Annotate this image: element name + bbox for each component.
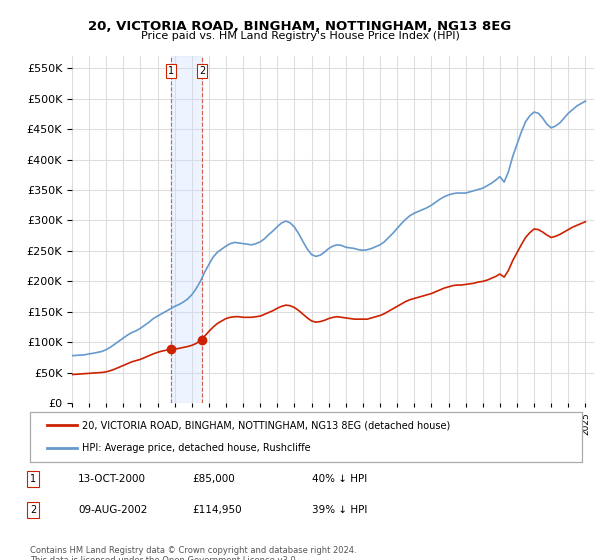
Text: Price paid vs. HM Land Registry's House Price Index (HPI): Price paid vs. HM Land Registry's House … — [140, 31, 460, 41]
Text: 09-AUG-2002: 09-AUG-2002 — [78, 505, 148, 515]
Text: 20, VICTORIA ROAD, BINGHAM, NOTTINGHAM, NG13 8EG (detached house): 20, VICTORIA ROAD, BINGHAM, NOTTINGHAM, … — [82, 420, 451, 430]
Text: 13-OCT-2000: 13-OCT-2000 — [78, 474, 146, 484]
Text: Contains HM Land Registry data © Crown copyright and database right 2024.
This d: Contains HM Land Registry data © Crown c… — [30, 546, 356, 560]
Text: 1: 1 — [168, 66, 174, 76]
Bar — [171, 56, 202, 403]
Text: 2: 2 — [199, 66, 206, 76]
Text: 40% ↓ HPI: 40% ↓ HPI — [312, 474, 367, 484]
Text: 1: 1 — [30, 474, 36, 484]
Text: £85,000: £85,000 — [192, 474, 235, 484]
Text: £114,950: £114,950 — [192, 505, 242, 515]
Text: 2: 2 — [30, 505, 36, 515]
Text: 20, VICTORIA ROAD, BINGHAM, NOTTINGHAM, NG13 8EG: 20, VICTORIA ROAD, BINGHAM, NOTTINGHAM, … — [88, 20, 512, 32]
Text: HPI: Average price, detached house, Rushcliffe: HPI: Average price, detached house, Rush… — [82, 444, 311, 454]
Text: 39% ↓ HPI: 39% ↓ HPI — [312, 505, 367, 515]
